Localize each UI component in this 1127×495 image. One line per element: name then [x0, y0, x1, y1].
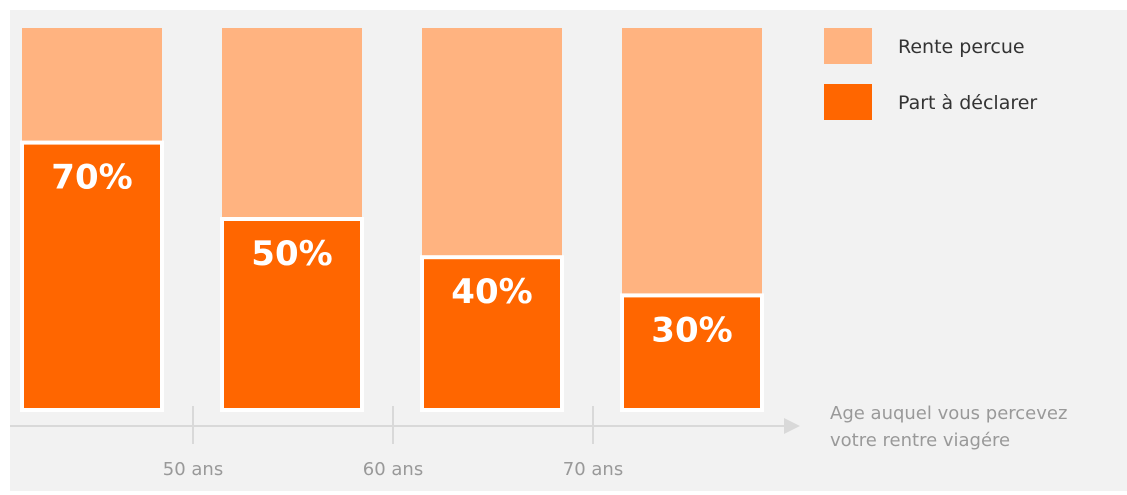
legend: Rente percue Part à déclarer [824, 28, 1037, 120]
ticks-layer: 50 ans 60 ans 70 ans [163, 406, 623, 480]
bar-part-a-declarer [620, 293, 764, 412]
x-axis-arrow-icon [784, 418, 800, 434]
bar-part-a-declarer [20, 140, 164, 412]
bar-value-label: 70% [51, 158, 132, 198]
legend-label-part-a-declarer: Part à déclarer [898, 92, 1037, 114]
bar-value-label: 30% [651, 310, 732, 350]
x-axis: 50 ans 60 ans 70 ans Age auquel vous perce… [10, 403, 1067, 480]
legend-label-rente-percue: Rente percue [898, 36, 1025, 58]
bars-layer: 70% 50% 40% 30% [20, 28, 764, 413]
x-tick-label: 70 ans [563, 459, 623, 480]
bar-value-label: 50% [251, 234, 332, 274]
x-axis-label-line2: votre rentre viagére [830, 430, 1010, 451]
legend-swatch-rente-percue [824, 28, 872, 64]
bar-part-a-declarer [420, 255, 564, 413]
legend-swatch-part-a-declarer [824, 84, 872, 120]
bar-part-a-declarer [220, 217, 364, 412]
x-axis-label-line1: Age auquel vous percevez [830, 403, 1067, 424]
x-tick-label: 50 ans [163, 459, 223, 480]
x-tick-label: 60 ans [363, 459, 423, 480]
bar-value-label: 40% [451, 272, 532, 312]
chart-background [10, 10, 1127, 491]
